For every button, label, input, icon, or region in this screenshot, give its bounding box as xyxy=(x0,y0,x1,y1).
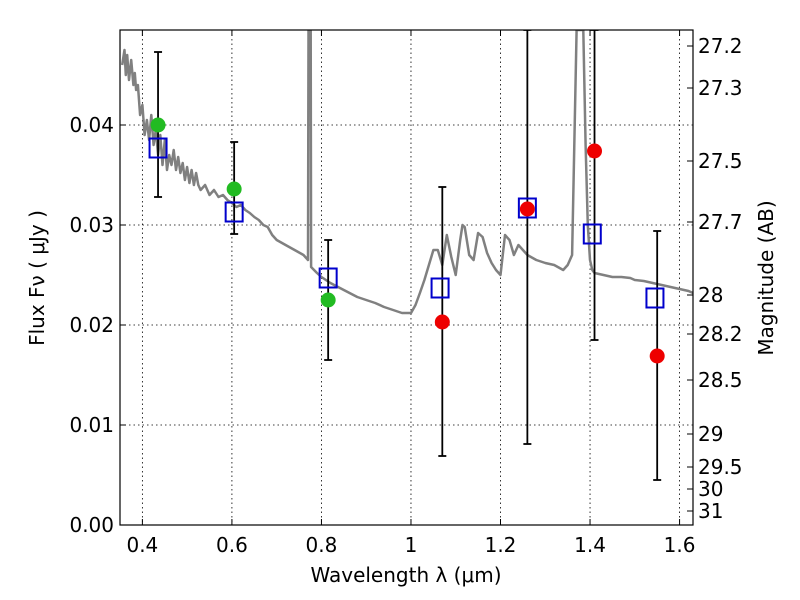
observed-flux-point-nondetection xyxy=(587,143,603,159)
y2-tick-label: 28.5 xyxy=(698,368,743,392)
y-tick-label: 0.02 xyxy=(69,313,114,337)
x-tick-label: 0.6 xyxy=(216,533,248,557)
data-layer xyxy=(120,30,693,481)
y2-axis-label: Magnitude (AB) xyxy=(754,200,778,355)
model-flux-square xyxy=(645,287,665,309)
y2-tick-label: 28 xyxy=(698,283,723,307)
y-axis-label: Flux Fν ( μJy ) xyxy=(25,210,49,346)
plot-frame xyxy=(119,29,694,526)
axis-ticks: 0.4 0.6 0.8 1 1.2 1.4 1.6 0.00 0.01 0.02 0.03 0.04 2… xyxy=(69,30,743,557)
model-flux-square xyxy=(582,223,602,245)
y2-tick-label: 30 xyxy=(698,477,723,501)
y-tick-label: 0.04 xyxy=(69,113,114,137)
observed-flux-point-detection xyxy=(226,181,242,197)
model-flux-square xyxy=(224,201,244,223)
observed-flux-point-detection xyxy=(320,292,336,308)
x-tick-label: 1.4 xyxy=(574,533,606,557)
x-axis-label: Wavelength λ (μm) xyxy=(310,563,501,587)
x-tick-label: 0.4 xyxy=(126,533,158,557)
y2-tick-label: 29.5 xyxy=(698,455,743,479)
x-tick-label: 1.6 xyxy=(664,533,696,557)
y2-tick-label: 27.7 xyxy=(698,210,743,234)
y-tick-label: 0.01 xyxy=(69,413,114,437)
model-flux-square xyxy=(318,267,338,289)
x-tick-label: 0.8 xyxy=(306,533,338,557)
y2-tick-label: 27.5 xyxy=(698,149,743,173)
observed-flux-point-nondetection xyxy=(649,348,665,364)
y2-tick-label: 27.2 xyxy=(698,34,743,58)
y2-tick-label: 27.3 xyxy=(698,76,743,100)
plot-background xyxy=(120,30,693,525)
model-flux-square xyxy=(430,277,450,299)
x-tick-label: 1 xyxy=(405,533,418,557)
y-tick-label: 0.03 xyxy=(69,213,114,237)
model-flux-square xyxy=(517,197,537,219)
y2-tick-label: 28.2 xyxy=(698,322,743,346)
y-tick-label: 0.00 xyxy=(69,513,114,537)
observed-flux-point-nondetection xyxy=(434,314,450,330)
y2-tick-label: 29 xyxy=(698,422,723,446)
observed-flux-point-nondetection xyxy=(519,201,535,217)
model-flux-square xyxy=(148,137,168,159)
x-tick-label: 1.2 xyxy=(485,533,517,557)
y2-tick-label: 31 xyxy=(698,499,723,523)
observed-flux-point-detection xyxy=(150,117,166,133)
